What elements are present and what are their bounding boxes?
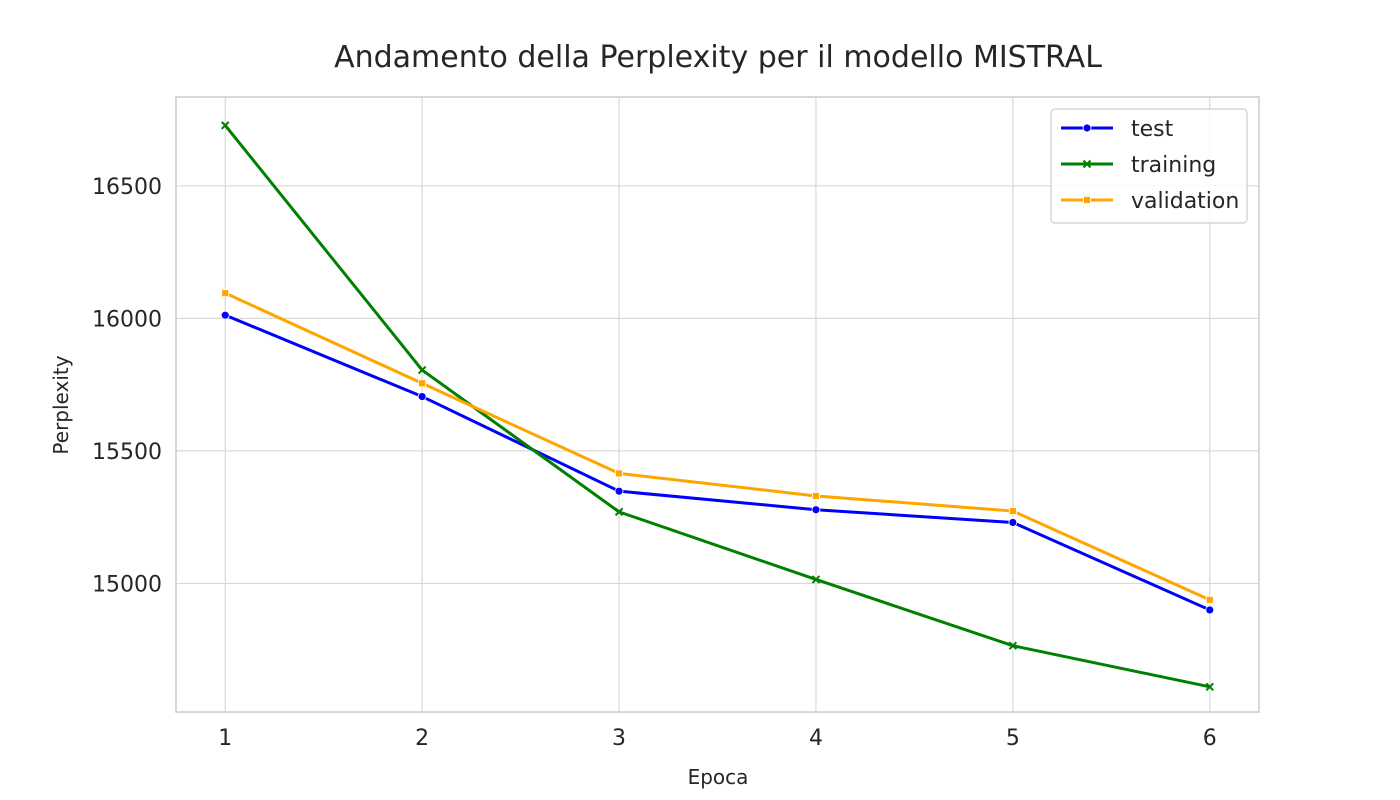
y-tick-label: 16500 xyxy=(92,175,162,200)
legend-marker xyxy=(1083,196,1091,204)
data-point-training xyxy=(1008,641,1018,650)
x-axis-label: Epoca xyxy=(688,765,749,789)
data-point-training-stroke xyxy=(614,507,624,517)
data-point-training-stroke xyxy=(811,575,821,584)
x-tick-label: 1 xyxy=(218,726,232,751)
data-point-test xyxy=(614,486,624,496)
data-point-training xyxy=(614,507,624,517)
x-tick-label: 6 xyxy=(1203,726,1217,751)
data-point-validation xyxy=(812,492,820,500)
y-tick-label: 15500 xyxy=(92,440,162,465)
series-test xyxy=(220,310,1215,615)
data-point-test xyxy=(1205,605,1215,615)
chart-title: Andamento della Perplexity per il modell… xyxy=(334,40,1102,75)
series-line-test xyxy=(223,313,1212,612)
legend-item-training: training xyxy=(1061,153,1216,178)
data-point-training-stroke xyxy=(221,121,230,130)
y-tick-label: 16000 xyxy=(92,307,162,332)
data-point-training xyxy=(417,365,427,375)
data-point-test xyxy=(417,392,427,401)
data-point-training-stroke xyxy=(1205,682,1214,692)
y-tick-label: 15000 xyxy=(92,572,162,597)
data-point-training-stroke xyxy=(1008,641,1018,650)
data-point-validation xyxy=(1205,595,1214,604)
series-layer xyxy=(220,121,1215,692)
data-point-test xyxy=(811,505,821,515)
legend-marker xyxy=(1082,123,1092,133)
data-point-validation xyxy=(1008,507,1017,515)
x-tick-label: 3 xyxy=(612,726,626,751)
data-point-training-stroke xyxy=(417,365,427,375)
data-point-training xyxy=(1205,682,1214,692)
x-axis-ticks: 1 2 3 4 5 6 xyxy=(218,726,1217,751)
legend-box xyxy=(1050,108,1248,224)
legend-item-test: test xyxy=(1061,117,1174,142)
x-tick-label: 2 xyxy=(415,726,429,751)
data-point-validation xyxy=(221,289,230,298)
data-point-test xyxy=(1008,518,1018,527)
legend-item-validation: validation xyxy=(1061,189,1239,214)
legend-label: test xyxy=(1131,117,1174,142)
legend-label: validation xyxy=(1131,189,1239,214)
legend-marker-stroke xyxy=(1082,159,1092,169)
series-line-validation xyxy=(223,291,1212,602)
legend-label: training xyxy=(1131,153,1216,178)
y-axis-label: Perplexity xyxy=(49,355,73,454)
legend-marker xyxy=(1082,159,1092,169)
x-tick-label: 4 xyxy=(809,726,823,751)
x-tick-label: 5 xyxy=(1006,726,1020,751)
data-point-validation xyxy=(615,469,623,478)
data-point-validation xyxy=(418,379,427,388)
data-point-test xyxy=(220,310,230,320)
series-validation xyxy=(221,289,1214,604)
legend: test training validation xyxy=(1050,108,1248,224)
data-point-training xyxy=(221,121,230,130)
series-line-training xyxy=(223,123,1212,689)
plot-frame xyxy=(175,96,1260,713)
series-training xyxy=(221,121,1214,692)
y-axis-ticks: 15000 15500 16000 16500 xyxy=(92,175,162,598)
data-point-training xyxy=(811,575,821,584)
